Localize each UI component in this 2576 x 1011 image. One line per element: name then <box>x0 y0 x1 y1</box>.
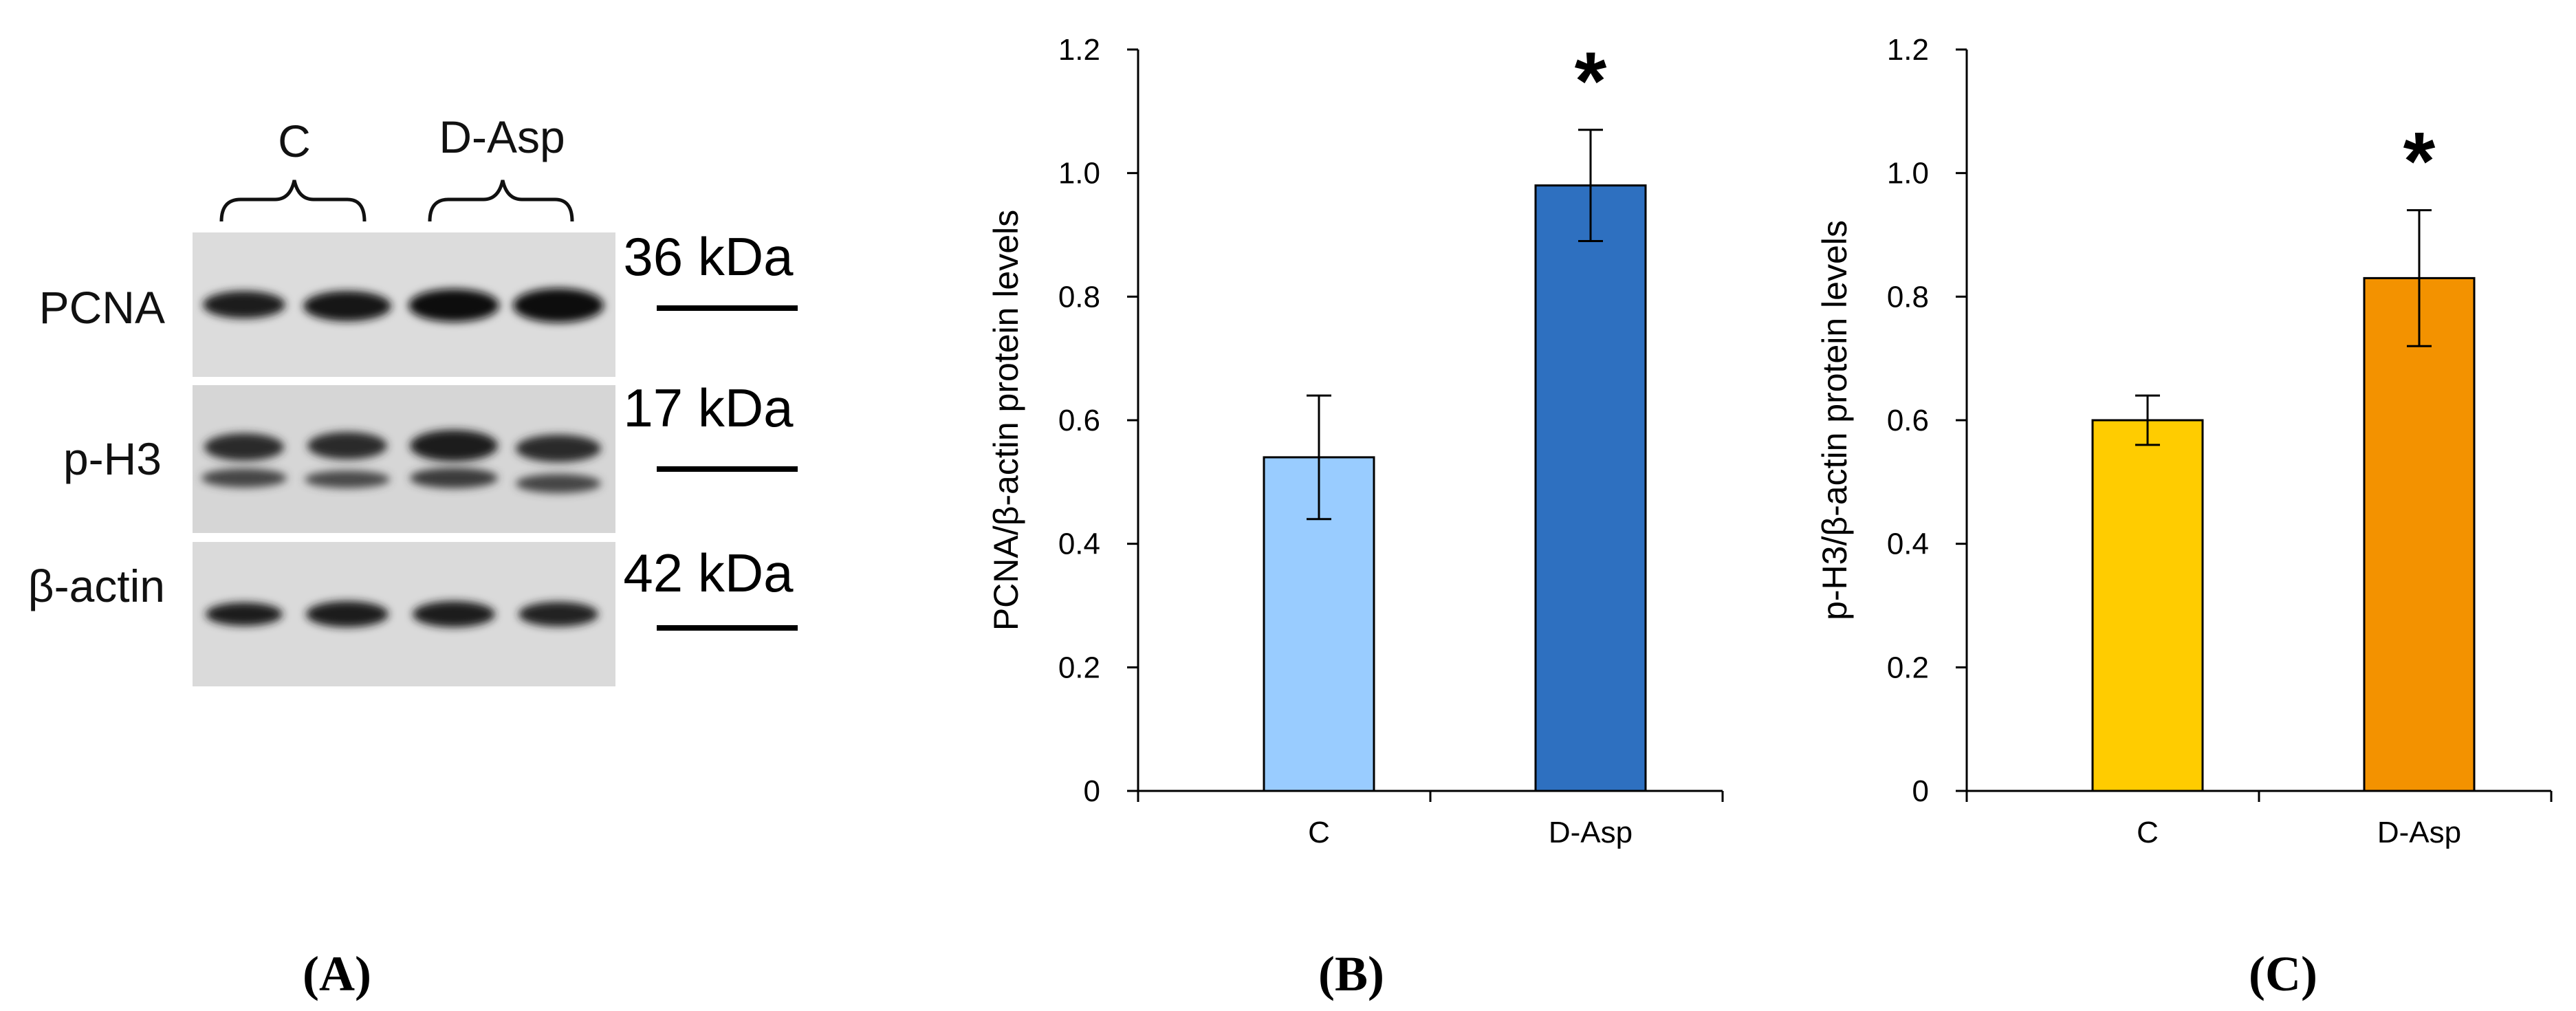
significance-marker: * <box>2403 116 2436 208</box>
panel-label-b: (B) <box>1318 946 1384 1001</box>
kda-label-p-h3: 17 kDa <box>623 378 794 438</box>
blot-row-label-beta-actin: β-actin <box>28 561 165 611</box>
chart-pcna: PCNA/β-actin protein levels 0 0.2 0.4 0.6 0.… <box>987 33 1724 849</box>
y-tick-label: 0.4 <box>1058 528 1100 561</box>
y-tick-label: 1.2 <box>1887 33 1929 67</box>
chart-p-h3: p-H3/β-actin protein levels 0 0.2 0.4 0.6 0.… <box>1815 33 2553 849</box>
blot-strip-beta-actin <box>193 542 615 686</box>
kda-label-beta-actin: 42 kDa <box>623 543 794 603</box>
blot-strip-pcna <box>193 232 615 377</box>
blot-strip-p-h3 <box>193 385 615 533</box>
y-tick-label: 0.6 <box>1887 404 1929 437</box>
brace-c <box>219 180 367 222</box>
panel-label-a: (A) <box>303 946 371 1001</box>
y-tick-label: 0 <box>1084 774 1100 808</box>
y-tick-label: 1.0 <box>1887 157 1929 191</box>
y-tick-label: 0.6 <box>1058 404 1100 437</box>
bar-d-asp <box>1534 184 1647 792</box>
x-tick-label: C <box>1308 816 1330 849</box>
y-tick-label: 0.8 <box>1058 280 1100 314</box>
x-tick-label: D-Asp <box>2377 816 2461 849</box>
y-tick-label: 0.8 <box>1887 280 1929 314</box>
y-tick-label: 1.0 <box>1058 157 1100 191</box>
brace-d-asp <box>428 180 574 222</box>
y-tick-label: 1.2 <box>1058 33 1100 67</box>
bar-d-asp <box>2363 276 2476 792</box>
significance-marker: * <box>1575 35 1607 127</box>
y-tick-label: 0.2 <box>1887 651 1929 684</box>
x-tick-label: D-Asp <box>1549 816 1633 849</box>
blot-group-label-d-asp: D-Asp <box>439 111 565 162</box>
x-tick-label: C <box>2137 816 2159 849</box>
y-tick-label: 0.2 <box>1058 651 1100 684</box>
bar-c <box>2091 419 2204 792</box>
kda-label-pcna: 36 kDa <box>623 226 794 287</box>
y-axis-label: PCNA/β-actin protein levels <box>987 210 1025 631</box>
y-axis-label: p-H3/β-actin protein levels <box>1815 220 1854 620</box>
blot-row-label-pcna: PCNA <box>39 282 165 333</box>
blot-row-label-p-h3: p-H3 <box>63 433 162 484</box>
western-blot-panel: C D-Asp <box>28 111 798 686</box>
y-tick-label: 0.4 <box>1887 528 1929 561</box>
panel-label-c: (C) <box>2249 946 2317 1001</box>
y-tick-label: 0 <box>1912 774 1929 808</box>
blot-group-label-c: C <box>278 116 311 166</box>
